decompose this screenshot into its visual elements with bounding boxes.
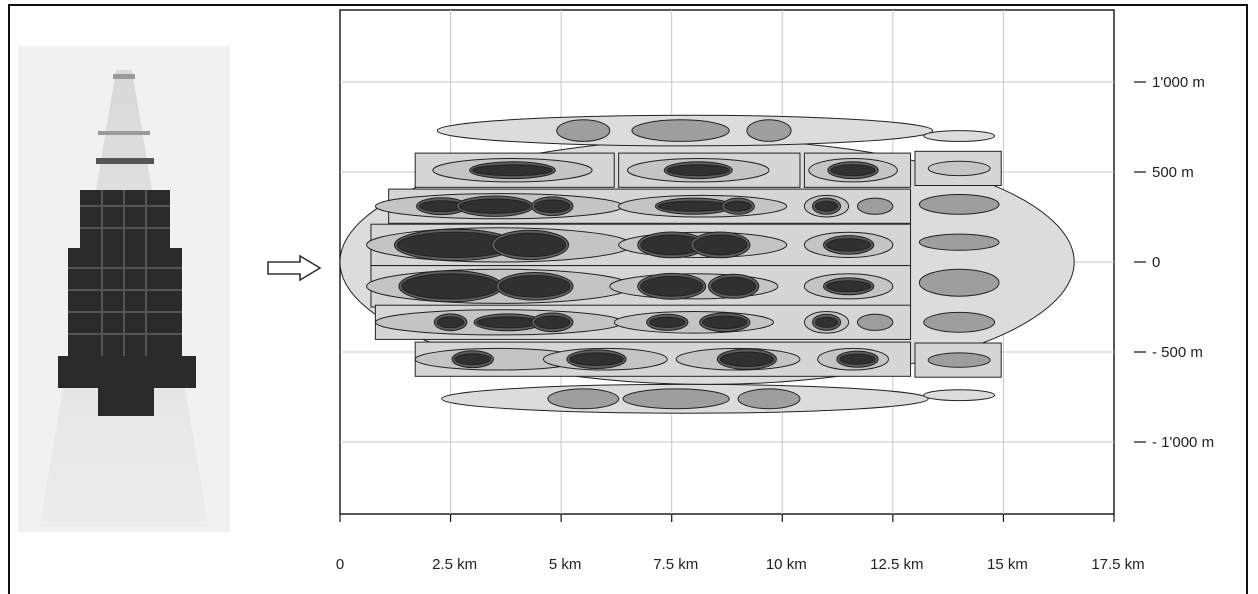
figure-frame [8,4,1248,594]
munition-photo [18,46,230,532]
submunition-lines [68,190,182,356]
right-arrow-icon [266,254,326,287]
submunition-stack [58,190,196,416]
munition-ring [98,131,150,135]
munition-drawing [40,70,208,526]
munition-nose-band [113,74,135,79]
munition-upper-band [96,158,154,164]
